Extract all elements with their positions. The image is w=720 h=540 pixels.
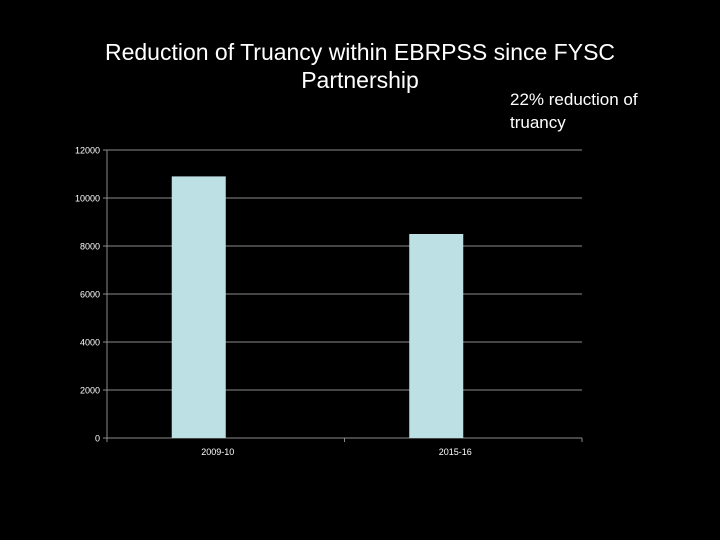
bar-2009-10 — [171, 176, 226, 438]
chart-title: Reduction of Truancy within EBRPSS since… — [60, 38, 660, 94]
x-tick-label: 2009-10 — [201, 447, 234, 457]
y-tick-label: 4000 — [80, 338, 100, 348]
reduction-annotation: 22% reduction of truancy — [510, 88, 700, 134]
chart-title-line-2: Partnership — [301, 67, 419, 93]
reduction-annotation-line-2: truancy — [510, 113, 566, 132]
y-tick-label: 12000 — [75, 146, 100, 156]
x-tick-label: 2015-16 — [439, 447, 472, 457]
y-tick-label: 2000 — [80, 386, 100, 396]
y-tick-label: 8000 — [80, 242, 100, 252]
bar-2015-16 — [409, 234, 464, 438]
y-tick-label: 0 — [95, 434, 100, 444]
reduction-annotation-line-1: 22% reduction of — [510, 90, 638, 109]
y-tick-label: 10000 — [75, 194, 100, 204]
chart-title-line-1: Reduction of Truancy within EBRPSS since… — [104, 39, 616, 65]
y-tick-label: 6000 — [80, 290, 100, 300]
